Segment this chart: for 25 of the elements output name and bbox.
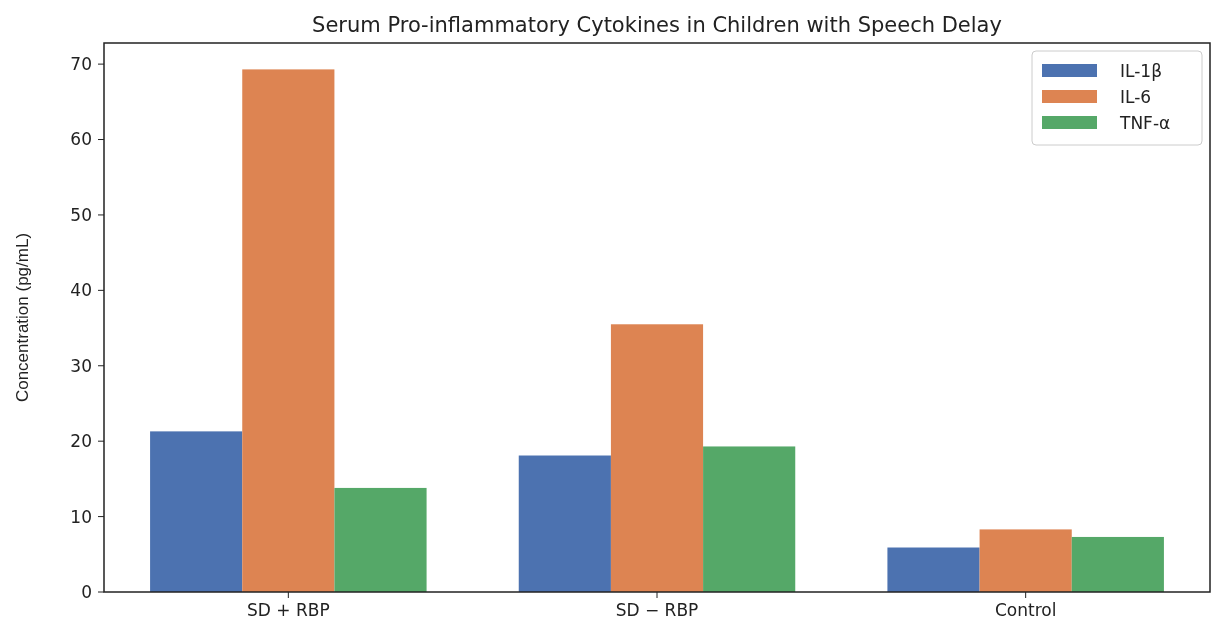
y-tick-label: 0 [81,581,92,602]
y-tick-label: 20 [70,431,92,452]
bar [703,446,796,592]
y-tick-label: 70 [70,54,92,75]
bar [610,324,704,592]
y-tick-label: 60 [70,129,92,150]
y-tick-label: 50 [70,204,92,225]
bar [242,69,335,592]
y-tick-label: 30 [70,355,92,376]
bar [518,455,611,592]
bar [334,487,427,592]
legend-label: IL-1β [1120,60,1162,81]
bar [1071,536,1164,592]
legend-label: TNF-α [1119,112,1171,133]
bar [150,431,243,592]
y-tick-label: 10 [70,506,92,527]
x-tick-label: SD − RBP [615,600,699,620]
bar [887,547,980,592]
y-tick-label: 40 [70,280,92,301]
legend-label: IL-6 [1120,86,1152,107]
x-tick-label: SD + RBP [247,600,330,620]
chart-title: Serum Pro-inflammatory Cytokines in Children with Speech Delay [312,13,1002,37]
bar [979,529,1072,592]
y-axis-title: Concentration (pg/mL) [13,232,32,403]
x-tick-label: Control [994,600,1057,620]
